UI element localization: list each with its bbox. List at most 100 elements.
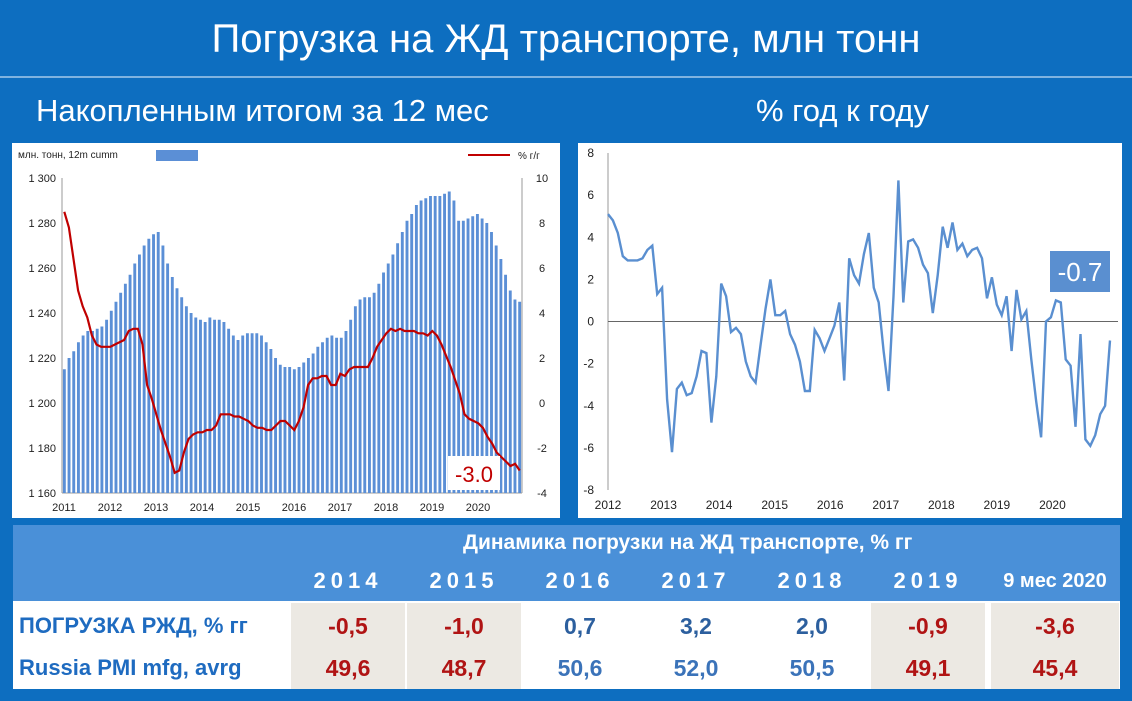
table-cell: 2,0 [755,603,869,647]
x-tick-label: 2014 [706,498,733,512]
annotation-box [448,456,500,490]
bar [461,220,465,493]
table-cell: 50,6 [523,645,637,689]
y-tick-label: 4 [587,230,594,244]
bar [358,299,362,493]
bar [86,331,90,493]
year-cell: 2019 [893,568,963,593]
table-cell: 50,5 [755,645,869,689]
bar [372,292,376,493]
table-cell: 52,0 [639,645,753,689]
y-tick-label-left: 1 200 [28,398,56,410]
year-cell: 2014 [313,568,383,593]
bar [457,220,461,493]
y-tick-label: 2 [587,272,594,286]
bar [250,333,254,493]
bar [152,234,155,493]
bar [429,196,432,493]
y-tick-label: -8 [583,483,594,497]
bar [255,333,259,493]
bar [443,193,446,493]
bar [518,301,522,493]
legend-bar-swatch [156,150,198,161]
x-tick-label: 2014 [190,502,214,514]
y-tick-label-left: 1 280 [28,218,56,230]
bar [161,245,165,493]
table-cell: 45,4 [991,645,1119,689]
bar [208,317,212,493]
bar [128,274,132,493]
x-tick-label: 2017 [328,502,352,514]
bar [325,337,329,493]
bar [424,198,428,493]
bar [269,349,273,493]
bar [485,223,489,493]
bar [433,196,437,493]
bar [391,254,395,493]
bar [480,218,484,493]
bar [91,331,94,493]
bar [123,283,127,493]
bar [363,297,367,493]
year-cell: 2017 [661,568,731,593]
bar [62,369,66,493]
bar [447,191,451,493]
bar [410,214,414,493]
bar [133,263,137,493]
bar [382,272,385,493]
bar [302,362,306,493]
bar [316,346,320,493]
cumulative-chart-panel: 1 300 1 280 1 260 1 240 1 220 1 200 1 180 1 160… [12,143,560,518]
table-cell: -0,9 [871,603,985,647]
bar [175,288,179,493]
y-tick-label-left: 1 220 [28,353,56,365]
last-value-annotation: -3.0 [455,462,493,487]
bar [170,277,174,493]
table-cell: 48,7 [407,645,521,689]
y-tick-label: 8 [587,146,594,160]
x-tick-label: 2017 [872,498,899,512]
bar [386,263,390,493]
bar [245,333,249,493]
bar [119,292,123,493]
last-value-annotation: -0.7 [1058,257,1103,287]
bar [105,319,109,493]
table-header-text: Динамика погрузки на ЖД транспорте, % гг [463,531,913,554]
bar [156,232,160,493]
bar [311,353,315,493]
table-row: Russia PMI mfg, avrg 49,6 48,7 50,6 52,0… [13,645,1120,689]
bar [288,367,292,493]
bar [81,335,85,493]
table-cell: -3,6 [991,603,1119,647]
table-cell: 3,2 [639,603,753,647]
y-tick-label: 6 [587,188,594,202]
table-cell: -1,0 [407,603,521,647]
y-tick-label: 0 [587,315,594,329]
row-label: ПОГРУЗКА РЖД, % гг [19,613,248,638]
bar [166,263,170,493]
bar [241,335,245,493]
bar [222,322,226,493]
x-tick-label: 2019 [420,502,444,514]
bar [213,319,216,493]
year-cell: 2018 [777,568,847,593]
bar [471,216,475,493]
bar [95,328,99,493]
yoy-line-series [607,180,1112,453]
bar [114,301,118,493]
bar [184,306,188,493]
bar [368,297,371,493]
bar [264,342,268,493]
y-tick-label-right: 10 [536,173,548,185]
y-tick-label: -6 [583,441,594,455]
y-tick-label-right: 4 [539,308,545,320]
bar [297,367,301,493]
bar [377,283,381,493]
bar [508,290,512,493]
bar [72,351,76,493]
bar [466,218,470,493]
bar [217,319,221,493]
subtitle-left: Накопленным итогом за 12 мес [36,93,489,128]
x-tick-label: 2015 [761,498,788,512]
year-cell: 2015 [429,568,499,593]
